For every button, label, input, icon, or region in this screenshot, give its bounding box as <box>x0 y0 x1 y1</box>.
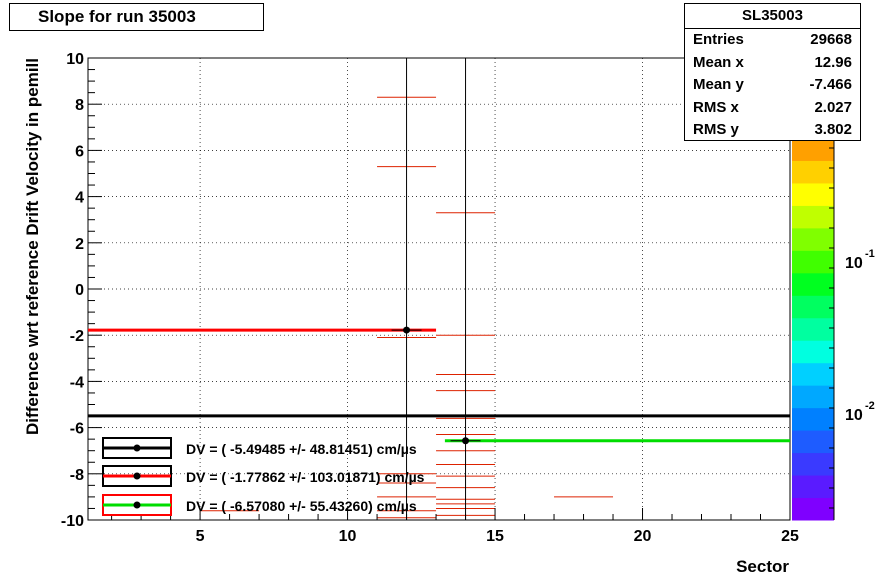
stats-key: Entries <box>693 31 744 48</box>
stats-row: RMS x 2.027 <box>685 97 860 120</box>
x-axis-label: Sector <box>736 557 789 576</box>
colorbar-band <box>792 317 834 341</box>
colorbar-band <box>792 182 834 206</box>
colorbar-label-exponent: -2 <box>865 400 875 412</box>
y-tick-label: 2 <box>75 236 84 253</box>
stats-key: RMS x <box>693 98 739 116</box>
y-tick-label: -10 <box>61 513 84 530</box>
stats-key: Mean y <box>693 76 744 93</box>
colorbar-band <box>792 272 834 296</box>
y-axis-label: Difference wrt reference Drift Velocity … <box>23 58 42 435</box>
colorbar: 10-110-2 <box>792 138 875 521</box>
stats-key: Mean x <box>693 53 744 71</box>
colorbar-band <box>792 295 834 319</box>
x-tick-label: 20 <box>634 528 652 545</box>
y-tick-label: -4 <box>70 374 84 391</box>
colorbar-band <box>792 227 834 251</box>
y-tick-label: -2 <box>70 328 84 345</box>
y-tick-label: 8 <box>75 97 84 114</box>
legend-text: DV = ( -5.49485 +/- 48.81451) cm/µs <box>186 441 417 457</box>
colorbar-band <box>792 497 834 521</box>
chart-title: Slope for run 35003 <box>9 3 264 31</box>
colorbar-band <box>792 385 834 409</box>
stats-value: 3.802 <box>814 121 852 138</box>
x-tick-label: 15 <box>486 528 504 545</box>
stats-name: SL35003 <box>685 4 860 29</box>
y-tick-label: 0 <box>75 282 84 299</box>
stats-value: 2.027 <box>814 98 852 116</box>
fit-lines <box>88 58 790 520</box>
legend-marker <box>133 501 141 509</box>
stats-value: 12.96 <box>814 53 852 71</box>
legend: DV = ( -5.49485 +/- 48.81451) cm/µs DV = … <box>102 437 425 516</box>
y-tick-label: 4 <box>75 190 84 207</box>
y-tick-label: -6 <box>70 421 84 438</box>
stats-value: 29668 <box>810 31 852 48</box>
y-tick-label: 10 <box>66 51 84 68</box>
x-tick-label: 10 <box>339 528 357 545</box>
stats-row: RMS y 3.802 <box>685 119 860 142</box>
colorbar-band <box>792 362 834 386</box>
colorbar-band <box>792 407 834 431</box>
colorbar-label-exponent: -1 <box>865 248 875 260</box>
legend-text: DV = ( -6.57080 +/- 55.43260) cm/µs <box>186 498 417 514</box>
stats-row: Entries 29668 <box>685 29 860 52</box>
colorbar-band <box>792 250 834 274</box>
colorbar-band <box>792 475 834 499</box>
axis-ticks: 5 10 15 20 25 -10 -8 -6 -4 -2 0 2 4 6 8 10 <box>61 51 799 545</box>
colorbar-band <box>792 205 834 229</box>
x-tick-label: 5 <box>196 528 205 545</box>
legend-text: DV = ( -1.77862 +/- 103.01871) cm/µs <box>186 469 425 485</box>
stats-value: -7.466 <box>809 76 852 93</box>
colorbar-band <box>792 452 834 476</box>
colorbar-label: 10 <box>845 255 863 272</box>
colorbar-label: 10 <box>845 407 863 424</box>
colorbar-band <box>792 430 834 454</box>
grid <box>88 58 790 520</box>
x-tick-label: 25 <box>781 528 799 545</box>
legend-marker <box>133 472 141 480</box>
y-tick-label: 6 <box>75 143 84 160</box>
legend-marker <box>133 444 141 452</box>
data-point <box>462 437 470 445</box>
stats-box: SL35003 Entries 29668 Mean x 12.96 Mean y -… <box>684 3 861 141</box>
stats-key: RMS y <box>693 121 739 138</box>
stats-row: Mean y -7.466 <box>685 74 860 97</box>
colorbar-band <box>792 138 834 161</box>
data-point <box>403 326 411 334</box>
colorbar-band <box>792 340 834 364</box>
colorbar-band <box>792 160 834 184</box>
y-tick-label: -8 <box>70 467 84 484</box>
stats-row: Mean x 12.96 <box>685 52 860 75</box>
